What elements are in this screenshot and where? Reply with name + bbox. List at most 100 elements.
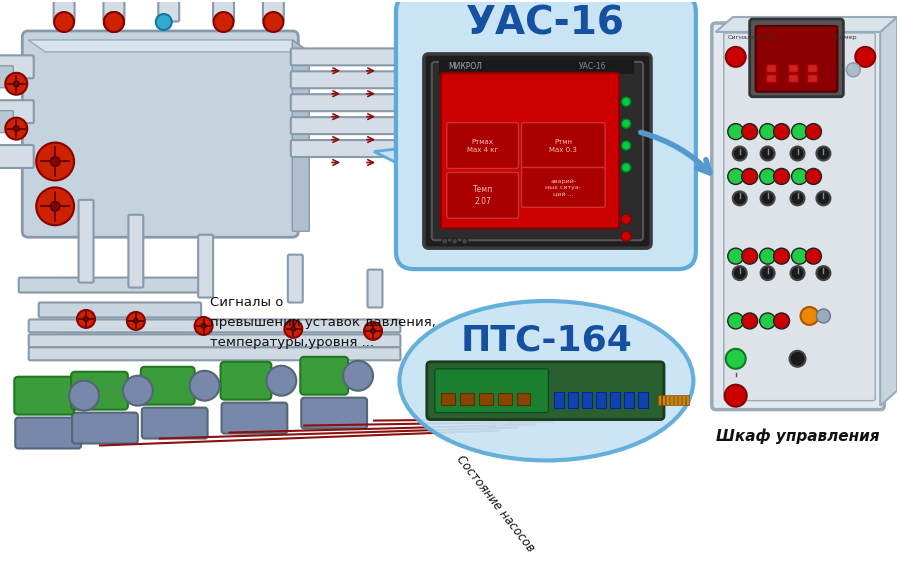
Bar	[610, 392, 620, 408]
Bar	[766, 74, 776, 82]
FancyBboxPatch shape	[427, 361, 664, 419]
Polygon shape	[28, 40, 310, 52]
FancyBboxPatch shape	[198, 235, 213, 297]
Bar	[662, 395, 665, 405]
FancyBboxPatch shape	[140, 367, 194, 405]
Text: Темп
2.07: Темп 2.07	[472, 185, 493, 206]
FancyBboxPatch shape	[129, 215, 143, 287]
Bar	[788, 74, 797, 82]
FancyBboxPatch shape	[396, 0, 696, 269]
FancyBboxPatch shape	[22, 31, 298, 237]
Circle shape	[800, 307, 818, 325]
FancyBboxPatch shape	[29, 335, 401, 347]
Bar	[807, 64, 817, 72]
Circle shape	[760, 313, 776, 329]
FancyBboxPatch shape	[446, 172, 518, 218]
Circle shape	[291, 326, 295, 331]
Circle shape	[760, 192, 775, 206]
Polygon shape	[374, 147, 418, 172]
Circle shape	[816, 309, 831, 323]
FancyBboxPatch shape	[29, 347, 401, 360]
Circle shape	[724, 385, 747, 406]
Ellipse shape	[400, 301, 693, 460]
FancyBboxPatch shape	[0, 66, 14, 88]
Text: Ртмах
Мах 4 кг: Ртмах Мах 4 кг	[467, 138, 499, 152]
Circle shape	[816, 266, 831, 280]
Text: аварий-
ных ситуа-
ций ...: аварий- ных ситуа- ций ...	[545, 179, 581, 196]
FancyBboxPatch shape	[288, 255, 302, 303]
Bar	[682, 395, 685, 405]
Bar	[674, 395, 677, 405]
Circle shape	[622, 119, 631, 128]
Circle shape	[725, 349, 746, 369]
FancyBboxPatch shape	[78, 200, 94, 283]
Circle shape	[742, 124, 758, 140]
Circle shape	[371, 329, 375, 333]
Circle shape	[264, 12, 284, 32]
Circle shape	[742, 248, 758, 264]
FancyBboxPatch shape	[58, 328, 191, 342]
Circle shape	[622, 163, 631, 172]
Bar	[638, 392, 648, 408]
Circle shape	[774, 313, 789, 329]
Circle shape	[14, 126, 19, 131]
Circle shape	[790, 147, 805, 161]
Circle shape	[774, 168, 789, 185]
Bar	[807, 74, 817, 82]
Circle shape	[733, 147, 747, 161]
Polygon shape	[292, 40, 310, 231]
FancyBboxPatch shape	[71, 372, 128, 409]
Circle shape	[816, 147, 831, 161]
Circle shape	[36, 142, 74, 180]
Circle shape	[194, 317, 212, 335]
Circle shape	[202, 324, 206, 328]
Circle shape	[816, 192, 831, 206]
Circle shape	[733, 192, 747, 206]
Circle shape	[725, 47, 746, 67]
FancyBboxPatch shape	[291, 48, 454, 65]
FancyBboxPatch shape	[424, 54, 651, 248]
FancyBboxPatch shape	[750, 19, 843, 97]
Circle shape	[760, 168, 776, 185]
Circle shape	[104, 12, 124, 32]
Bar	[686, 395, 688, 405]
Circle shape	[104, 12, 124, 32]
FancyBboxPatch shape	[291, 94, 454, 111]
Bar	[670, 395, 673, 405]
Circle shape	[54, 12, 74, 32]
FancyBboxPatch shape	[72, 413, 138, 443]
Circle shape	[774, 124, 789, 140]
FancyBboxPatch shape	[521, 123, 605, 168]
Circle shape	[5, 117, 27, 140]
Text: МИКРОЛ: МИКРОЛ	[449, 62, 482, 71]
Circle shape	[156, 14, 172, 30]
Text: ПТС-164: ПТС-164	[461, 324, 633, 358]
Circle shape	[190, 371, 220, 401]
Circle shape	[364, 322, 382, 340]
Circle shape	[127, 312, 145, 330]
Bar	[439, 60, 634, 74]
FancyBboxPatch shape	[0, 100, 33, 123]
Text: Сигнализация: Сигнализация	[728, 34, 775, 40]
Circle shape	[622, 97, 631, 106]
Polygon shape	[880, 17, 897, 406]
Bar	[517, 392, 530, 405]
Circle shape	[790, 192, 805, 206]
Circle shape	[760, 124, 776, 140]
Circle shape	[133, 319, 138, 323]
Circle shape	[855, 47, 875, 67]
Text: УАС-16: УАС-16	[466, 5, 625, 43]
Circle shape	[789, 351, 806, 367]
Circle shape	[742, 313, 758, 329]
Circle shape	[742, 168, 758, 185]
FancyBboxPatch shape	[756, 26, 837, 92]
FancyBboxPatch shape	[54, 0, 75, 22]
Circle shape	[728, 124, 743, 140]
FancyBboxPatch shape	[435, 369, 548, 413]
FancyBboxPatch shape	[15, 418, 81, 449]
FancyBboxPatch shape	[301, 357, 348, 395]
Bar	[441, 392, 454, 405]
FancyBboxPatch shape	[291, 140, 454, 157]
FancyBboxPatch shape	[142, 408, 208, 439]
Circle shape	[846, 63, 860, 77]
